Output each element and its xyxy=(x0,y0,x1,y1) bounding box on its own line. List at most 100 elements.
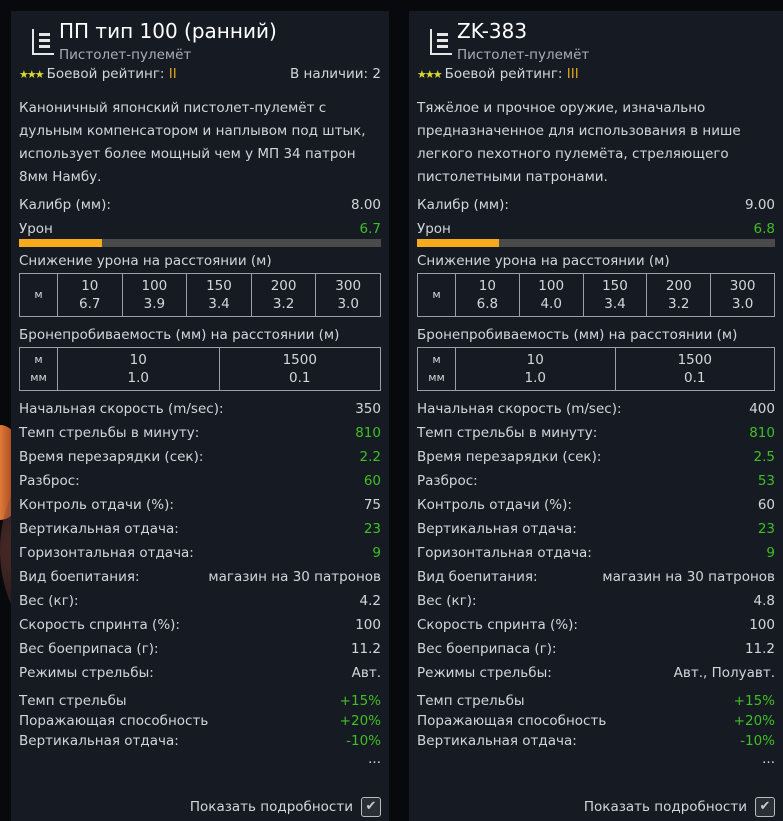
show-details-label: Показать подробности xyxy=(189,799,353,815)
caliber-label: Калибр (мм): xyxy=(19,197,111,213)
card-header: ПП тип 100 (ранний) Пистолет-пулемёт ★★★… xyxy=(19,11,381,97)
modifier-value: +15% xyxy=(733,693,775,709)
stat-label: Вес боеприпаса (г): xyxy=(417,641,557,657)
stat-label: Горизонтальная отдача: xyxy=(19,545,194,561)
dropoff-value: 3.4 xyxy=(208,296,230,312)
stat-row: Скорость спринта (%): 100 xyxy=(417,613,775,637)
dropoff-value: 3.2 xyxy=(272,296,295,312)
modifications-list: Темп стрельбы +15% Поражающая способность +… xyxy=(417,691,775,751)
penetration-cell: 10 1.0 xyxy=(455,347,616,391)
weapon-type: Пистолет-пулемёт xyxy=(59,47,192,63)
stat-value: 60 xyxy=(363,473,381,489)
dropoff-range: 200 xyxy=(270,278,297,294)
damage-bar xyxy=(417,239,775,247)
stat-row: Скорость спринта (%): 100 xyxy=(19,613,381,637)
stat-row: Контроль отдачи (%): 60 xyxy=(417,493,775,517)
units-cell: м мм xyxy=(417,347,456,391)
stat-value: 100 xyxy=(355,617,381,633)
pen-range: 10 xyxy=(129,352,147,368)
stat-label: Контроль отдачи (%): xyxy=(19,497,174,513)
stat-value: Авт., Полуавт. xyxy=(673,665,775,681)
penetration-table: м мм 10 1.0 1500 0.1 xyxy=(417,347,775,391)
stat-value: магазин на 30 патронов xyxy=(208,569,381,585)
checkbox-checked-icon[interactable]: ✔ xyxy=(755,797,775,817)
dropoff-value: 6.8 xyxy=(476,296,499,312)
dropoff-value: 3.4 xyxy=(604,296,626,312)
show-details-toggle[interactable]: Показать подробности ✔ xyxy=(190,797,381,817)
pen-value: 0.1 xyxy=(289,370,311,386)
dropoff-cell: 100 3.9 xyxy=(121,273,188,317)
stat-label: Контроль отдачи (%): xyxy=(417,497,572,513)
weapon-card: ZK-383 Пистолет-пулемёт ★★★ Боевой рейтин… xyxy=(409,11,783,821)
stat-row: Разброс: 53 xyxy=(417,469,775,493)
pen-value: 1.0 xyxy=(524,370,546,386)
damage-bar-fill xyxy=(19,239,103,247)
stat-label: Начальная скорость (m/sec): xyxy=(417,401,622,417)
weapon-card: ПП тип 100 (ранний) Пистолет-пулемёт ★★★… xyxy=(11,11,389,821)
modifier-value: +15% xyxy=(339,693,381,709)
modifier-label: Темп стрельбы xyxy=(417,693,525,709)
modifications-list: Темп стрельбы +15% Поражающая способность +… xyxy=(19,691,381,751)
weapon-class-icon xyxy=(430,29,452,55)
dropoff-range: 300 xyxy=(729,278,756,294)
stat-value: 9 xyxy=(372,545,381,561)
modifier-row: Вертикальная отдача: -10% xyxy=(417,731,775,751)
stat-value: Авт. xyxy=(351,665,381,681)
stat-value: 11.2 xyxy=(744,641,775,657)
units-cell: м мм xyxy=(19,347,58,391)
pen-value: 0.1 xyxy=(684,370,706,386)
stat-value: 350 xyxy=(355,401,381,417)
modifier-label: Поражающая способность xyxy=(417,713,607,729)
stat-value: 100 xyxy=(749,617,775,633)
weapon-description: Тяжёлое и прочное оружие, изначально пре… xyxy=(417,100,741,185)
battle-rating-tier: III xyxy=(566,66,579,82)
stat-label: Горизонтальная отдача: xyxy=(417,545,592,561)
penetration-cell: 1500 0.1 xyxy=(614,347,775,391)
penetration-table: м мм 10 1.0 1500 0.1 xyxy=(19,347,381,391)
stat-row: Горизонтальная отдача: 9 xyxy=(417,541,775,565)
weapon-name: ZK-383 xyxy=(457,19,528,43)
card-header: ZK-383 Пистолет-пулемёт ★★★ Боевой рейтин… xyxy=(417,11,775,97)
dropoff-range: 300 xyxy=(335,278,362,294)
stat-value: 9 xyxy=(766,545,775,561)
modifier-label: Вертикальная отдача: xyxy=(417,733,577,749)
pen-range: 1500 xyxy=(282,352,317,368)
pen-value: 1.0 xyxy=(127,370,149,386)
modifier-value: -10% xyxy=(346,733,381,749)
dropoff-range: 10 xyxy=(81,278,99,294)
stat-label: Скорость спринта (%): xyxy=(19,617,180,633)
stat-label: Темп стрельбы в минуту: xyxy=(417,425,598,441)
more-indicator: ... xyxy=(762,751,775,767)
dropoff-range: 150 xyxy=(602,278,628,294)
stat-value: магазин на 30 патронов xyxy=(602,569,775,585)
dropoff-cell: 10 6.8 xyxy=(455,273,520,317)
stat-label: Режимы стрельбы: xyxy=(19,665,154,681)
show-details-toggle[interactable]: Показать подробности ✔ xyxy=(584,797,775,817)
damage-label: Урон xyxy=(417,221,451,237)
stat-row: Темп стрельбы в минуту: 810 xyxy=(19,421,381,445)
stat-value: 400 xyxy=(749,401,775,417)
available-count: В наличии: 2 xyxy=(289,66,381,82)
dropoff-value: 3.2 xyxy=(668,296,690,312)
stat-row: Режимы стрельбы: Авт. xyxy=(19,661,381,685)
stat-row: Темп стрельбы в минуту: 810 xyxy=(417,421,775,445)
caliber-label: Калибр (мм): xyxy=(417,197,509,213)
weapon-name: ПП тип 100 (ранний) xyxy=(59,19,277,43)
modifier-row: Поражающая способность +20% xyxy=(417,711,775,731)
dropoff-value: 6.7 xyxy=(79,296,101,312)
dropoff-cell: 300 3.0 xyxy=(710,273,775,317)
modifier-label: Поражающая способность xyxy=(19,713,209,729)
stat-row: Начальная скорость (m/sec): 350 xyxy=(19,397,381,421)
stat-value: 810 xyxy=(355,425,381,441)
stat-label: Вид боепитания: xyxy=(19,569,140,585)
damage-label: Урон xyxy=(19,221,53,237)
stat-row: Время перезарядки (сек): 2.2 xyxy=(19,445,381,469)
damage-dropoff-table: м 10 6.8 100 4.0 150 3.4 200 3.2 300 3.0 xyxy=(417,273,775,317)
checkbox-checked-icon[interactable]: ✔ xyxy=(361,797,381,817)
stat-label: Вертикальная отдача: xyxy=(19,521,179,537)
stat-label: Вес (кг): xyxy=(417,593,477,609)
stat-row: Контроль отдачи (%): 75 xyxy=(19,493,381,517)
dropoff-cell: 300 3.0 xyxy=(315,273,381,317)
stat-value: 810 xyxy=(749,425,775,441)
meters-unit: м xyxy=(417,273,456,317)
